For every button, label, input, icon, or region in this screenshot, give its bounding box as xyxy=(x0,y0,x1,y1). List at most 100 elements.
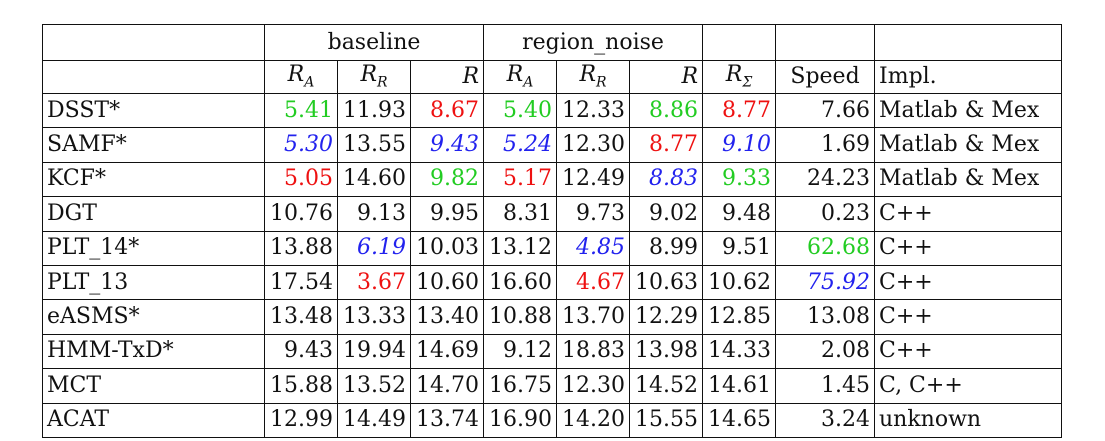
value-cell: 14.69 xyxy=(409,333,485,370)
value-cell: 9.02 xyxy=(629,196,704,232)
tracker-name: DGT xyxy=(42,196,265,232)
implementation-cell: Matlab & Mex xyxy=(874,161,1063,198)
tracker-name: eASMS* xyxy=(42,299,265,335)
value-cell: 7.66 xyxy=(775,92,876,129)
value-cell: 75.92 xyxy=(775,264,876,301)
value-cell: 5.30 xyxy=(264,127,338,163)
tracker-name: SAMF* xyxy=(42,127,265,163)
value-cell: 9.13 xyxy=(337,196,411,232)
value-cell: 18.83 xyxy=(556,333,631,370)
value-cell: 1.45 xyxy=(775,368,876,404)
value-cell: 13.40 xyxy=(409,299,485,335)
value-cell: 24.23 xyxy=(775,161,876,198)
value-cell: 13.48 xyxy=(264,299,338,335)
value-cell: 13.33 xyxy=(337,299,411,335)
header-r-baseline: R xyxy=(409,60,485,94)
value-cell: 13.70 xyxy=(556,299,631,335)
tracker-name: PLT_13 xyxy=(42,264,265,301)
table-body: DSST* 5.41 11.93 8.67 5.40 12.33 8.86 8.77 7.66 M… xyxy=(42,92,1063,439)
header-ra-baseline: RA xyxy=(264,60,338,94)
tracker-name: KCF* xyxy=(42,161,265,198)
value-cell: 19.94 xyxy=(337,333,411,370)
implementation-cell: unknown xyxy=(874,402,1063,439)
implementation-cell: C, C++ xyxy=(874,368,1063,404)
value-cell: 5.24 xyxy=(483,127,558,163)
implementation-cell: C++ xyxy=(874,196,1063,232)
implementation-cell: C++ xyxy=(874,230,1063,266)
value-cell: 8.67 xyxy=(409,92,485,129)
header-r-region-noise: R xyxy=(629,60,704,94)
value-cell: 5.17 xyxy=(483,161,558,198)
value-cell: 13.74 xyxy=(409,402,485,439)
value-cell: 14.49 xyxy=(337,402,411,439)
table-row: DSST* 5.41 11.93 8.67 5.40 12.33 8.86 8.77 7.66 M… xyxy=(42,92,1063,129)
value-cell: 3.24 xyxy=(775,402,876,439)
value-cell: 9.48 xyxy=(702,196,777,232)
value-cell: 14.52 xyxy=(629,368,704,404)
tracker-name: ACAT xyxy=(42,402,265,439)
table-row: DGT 10.76 9.13 9.95 8.31 9.73 9.02 9.48 0.23 C++ xyxy=(42,196,1063,232)
implementation-cell: C++ xyxy=(874,333,1063,370)
header-speed: Speed xyxy=(775,60,876,94)
table-row: PLT_13 17.54 3.67 10.60 16.60 4.67 10.63 10.62 7… xyxy=(42,264,1063,301)
value-cell: 14.60 xyxy=(337,161,411,198)
tracker-name: DSST* xyxy=(42,92,265,129)
value-cell: 5.40 xyxy=(483,92,558,129)
value-cell: 5.05 xyxy=(264,161,338,198)
empty-name-header xyxy=(42,60,265,94)
value-cell: 9.51 xyxy=(702,230,777,266)
value-cell: 14.70 xyxy=(409,368,485,404)
value-cell: 4.85 xyxy=(556,230,631,266)
header-rr-baseline: RR xyxy=(337,60,411,94)
value-cell: 16.60 xyxy=(483,264,558,301)
value-cell: 14.20 xyxy=(556,402,631,439)
value-cell: 9.43 xyxy=(409,127,485,163)
value-cell: 10.62 xyxy=(702,264,777,301)
value-cell: 9.82 xyxy=(409,161,485,198)
value-cell: 10.76 xyxy=(264,196,338,232)
value-cell: 9.10 xyxy=(702,127,777,163)
value-cell: 5.41 xyxy=(264,92,338,129)
value-cell: 1.69 xyxy=(775,127,876,163)
value-cell: 12.30 xyxy=(556,368,631,404)
value-cell: 12.85 xyxy=(702,299,777,335)
value-cell: 10.88 xyxy=(483,299,558,335)
implementation-cell: C++ xyxy=(874,264,1063,301)
value-cell: 12.49 xyxy=(556,161,631,198)
group-baseline: baseline xyxy=(263,24,485,61)
value-cell: 16.75 xyxy=(483,368,558,404)
value-cell: 15.55 xyxy=(629,402,704,439)
value-cell: 12.33 xyxy=(556,92,631,129)
value-cell: 17.54 xyxy=(264,264,338,301)
table-row: PLT_14* 13.88 6.19 10.03 13.12 4.85 8.99 9.51 62… xyxy=(42,230,1063,266)
table-row: ACAT 12.99 14.49 13.74 16.90 14.20 15.55 14.65 3… xyxy=(42,402,1063,439)
value-cell: 8.31 xyxy=(483,196,558,232)
empty-group-cell xyxy=(874,24,1063,61)
value-cell: 9.33 xyxy=(702,161,777,198)
value-cell: 10.63 xyxy=(629,264,704,301)
value-cell: 12.29 xyxy=(629,299,704,335)
tracker-name: MCT xyxy=(42,368,265,404)
table-row: eASMS* 13.48 13.33 13.40 10.88 13.70 12.29 12.8… xyxy=(42,299,1063,335)
value-cell: 15.88 xyxy=(264,368,338,404)
table-row: MCT 15.88 13.52 14.70 16.75 12.30 14.52 14.61 1.… xyxy=(42,368,1063,404)
value-cell: 4.67 xyxy=(556,264,631,301)
header-impl: Impl. xyxy=(874,60,1063,94)
value-cell: 13.52 xyxy=(337,368,411,404)
group-header-row: baseline region_noise xyxy=(42,24,1063,61)
value-cell: 8.77 xyxy=(702,92,777,129)
value-cell: 2.08 xyxy=(775,333,876,370)
header-ra-region-noise: RA xyxy=(483,60,558,94)
value-cell: 62.68 xyxy=(775,230,876,266)
value-cell: 9.43 xyxy=(264,333,338,370)
value-cell: 0.23 xyxy=(775,196,876,232)
empty-corner-cell xyxy=(42,24,265,61)
value-cell: 10.60 xyxy=(409,264,485,301)
value-cell: 8.77 xyxy=(629,127,704,163)
tracker-name: PLT_14* xyxy=(42,230,265,266)
empty-group-cell xyxy=(775,24,876,61)
value-cell: 16.90 xyxy=(483,402,558,439)
value-cell: 3.67 xyxy=(337,264,411,301)
table-row: HMM-TxD* 9.43 19.94 14.69 9.12 18.83 13.98 14.3… xyxy=(42,333,1063,370)
group-region-noise: region_noise xyxy=(483,24,704,61)
